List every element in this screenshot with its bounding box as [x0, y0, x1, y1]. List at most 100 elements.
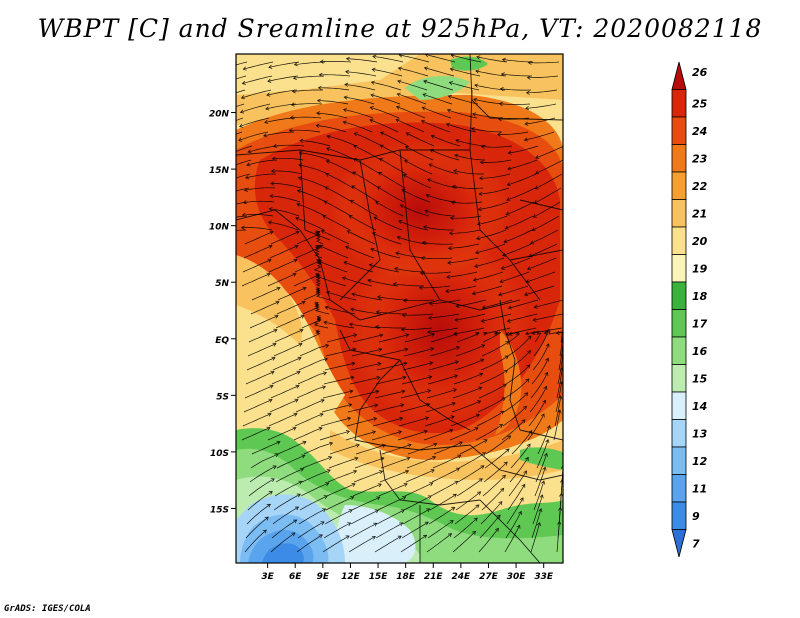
streamline-arrow — [560, 478, 563, 483]
streamline-arrow — [423, 429, 428, 434]
legend-label: 25 — [692, 97, 708, 110]
streamline — [507, 159, 538, 170]
streamline — [396, 106, 426, 119]
streamline — [348, 536, 376, 553]
streamline — [295, 217, 325, 231]
streamline-arrow — [349, 322, 354, 327]
streamline — [325, 348, 356, 357]
streamline-arrow — [270, 181, 275, 186]
streamline-arrow — [375, 201, 380, 205]
streamline-arrow — [294, 244, 299, 249]
streamline — [246, 159, 278, 166]
streamline-arrow — [351, 185, 356, 190]
streamline — [453, 517, 478, 539]
legend-label: 15 — [692, 372, 708, 385]
streamline-arrow — [526, 443, 531, 448]
streamline-arrow — [380, 456, 385, 461]
streamline-arrow — [315, 245, 320, 250]
streamline-arrow — [559, 367, 563, 371]
streamline — [239, 117, 270, 127]
streamline-arrow — [476, 236, 481, 241]
streamline — [473, 271, 504, 281]
streamline — [352, 483, 382, 497]
streamline — [372, 417, 403, 427]
legend-label: 7 — [692, 537, 700, 550]
streamline — [531, 327, 563, 334]
streamline — [355, 444, 386, 455]
streamline — [381, 444, 412, 455]
streamline-arrow — [430, 347, 435, 352]
streamline-arrow — [472, 530, 477, 535]
streamline — [251, 441, 281, 455]
streamline — [508, 470, 527, 497]
streamline — [530, 229, 559, 244]
legend-swatch — [671, 281, 687, 310]
streamline-arrow — [506, 318, 511, 323]
streamline-arrow — [353, 469, 358, 474]
streamline — [374, 535, 402, 553]
legend-swatch — [671, 364, 687, 393]
streamline — [424, 210, 456, 217]
streamline-arrow — [420, 255, 425, 261]
streamline-arrow — [268, 207, 273, 212]
streamline — [474, 84, 506, 91]
streamline — [371, 81, 402, 91]
streamline-arrow — [424, 521, 429, 526]
streamline — [245, 173, 276, 179]
legend-swatch — [671, 309, 687, 338]
streamline-arrow — [345, 56, 350, 61]
streamline-arrow — [379, 470, 384, 475]
streamline — [302, 456, 332, 469]
streamline-arrow — [479, 372, 484, 377]
streamline — [290, 116, 322, 119]
streamline — [528, 243, 558, 257]
streamline — [427, 375, 458, 385]
streamline-arrow — [270, 370, 275, 375]
streamline — [472, 285, 503, 295]
streamline — [457, 465, 485, 483]
streamline-arrow — [316, 98, 321, 103]
streamline-arrow — [500, 410, 505, 415]
streamline — [350, 308, 382, 315]
streamline-arrow — [558, 395, 563, 400]
streamline-arrow — [557, 520, 562, 525]
streamline — [473, 98, 505, 105]
streamline-arrow — [502, 383, 507, 388]
streamline — [322, 390, 353, 399]
streamline-arrow — [560, 465, 563, 469]
streamline — [379, 470, 409, 483]
streamline-arrow — [500, 265, 505, 270]
streamline-arrow — [448, 81, 453, 86]
streamline — [524, 131, 555, 141]
border-line — [339, 329, 471, 431]
streamline — [244, 187, 276, 191]
streamline — [272, 357, 302, 371]
legend-label: 22 — [692, 180, 708, 193]
streamline-arrow — [532, 213, 537, 218]
streamline-arrow — [350, 307, 355, 312]
streamline-arrow — [500, 487, 505, 492]
streamline — [380, 457, 410, 469]
streamline-arrow — [299, 328, 304, 333]
streamline-arrow — [447, 533, 453, 538]
streamline — [402, 508, 430, 525]
streamline — [534, 467, 546, 497]
streamline — [476, 56, 508, 63]
streamline — [507, 173, 537, 186]
streamline — [504, 378, 530, 399]
legend-label: 23 — [692, 152, 708, 165]
streamline-arrow — [418, 285, 423, 290]
streamline-arrow — [348, 215, 353, 219]
streamline — [270, 385, 300, 399]
streamline-arrow — [240, 95, 245, 100]
streamline-arrow — [298, 163, 303, 168]
streamline-arrow — [544, 371, 549, 376]
streamline-arrow — [242, 66, 247, 71]
streamline — [453, 170, 484, 175]
streamline-arrow — [268, 398, 273, 403]
streamline — [401, 327, 433, 331]
streamline-arrow — [504, 355, 509, 360]
streamline — [419, 285, 451, 289]
streamline-arrow — [503, 461, 508, 466]
streamline-arrow — [455, 346, 460, 351]
